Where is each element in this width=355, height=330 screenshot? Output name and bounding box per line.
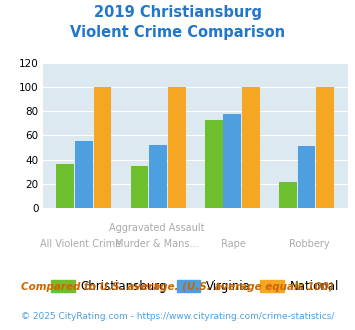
Text: Murder & Mans...: Murder & Mans... (115, 239, 199, 249)
Bar (131, 166, 148, 208)
Legend: Christiansburg, Virginia, National: Christiansburg, Virginia, National (47, 275, 344, 297)
Text: Robbery: Robbery (289, 239, 330, 249)
Text: 2019 Christiansburg: 2019 Christiansburg (93, 5, 262, 20)
Text: © 2025 CityRating.com - https://www.cityrating.com/crime-statistics/: © 2025 CityRating.com - https://www.city… (21, 312, 334, 321)
Bar (297, 146, 316, 208)
Bar (94, 87, 111, 208)
Text: Compared to U.S. average. (U.S. average equals 100): Compared to U.S. average. (U.S. average … (21, 282, 334, 292)
Bar (205, 119, 223, 208)
Text: Aggravated Assault: Aggravated Assault (109, 223, 205, 233)
Bar (279, 182, 297, 208)
Bar (242, 87, 260, 208)
Bar (316, 87, 334, 208)
Text: All Violent Crime: All Violent Crime (40, 239, 121, 249)
Bar (56, 164, 74, 208)
Bar (223, 114, 241, 208)
Text: Violent Crime Comparison: Violent Crime Comparison (70, 25, 285, 40)
Bar (149, 145, 167, 208)
Text: Rape: Rape (221, 239, 246, 249)
Bar (75, 141, 93, 208)
Bar (168, 87, 186, 208)
